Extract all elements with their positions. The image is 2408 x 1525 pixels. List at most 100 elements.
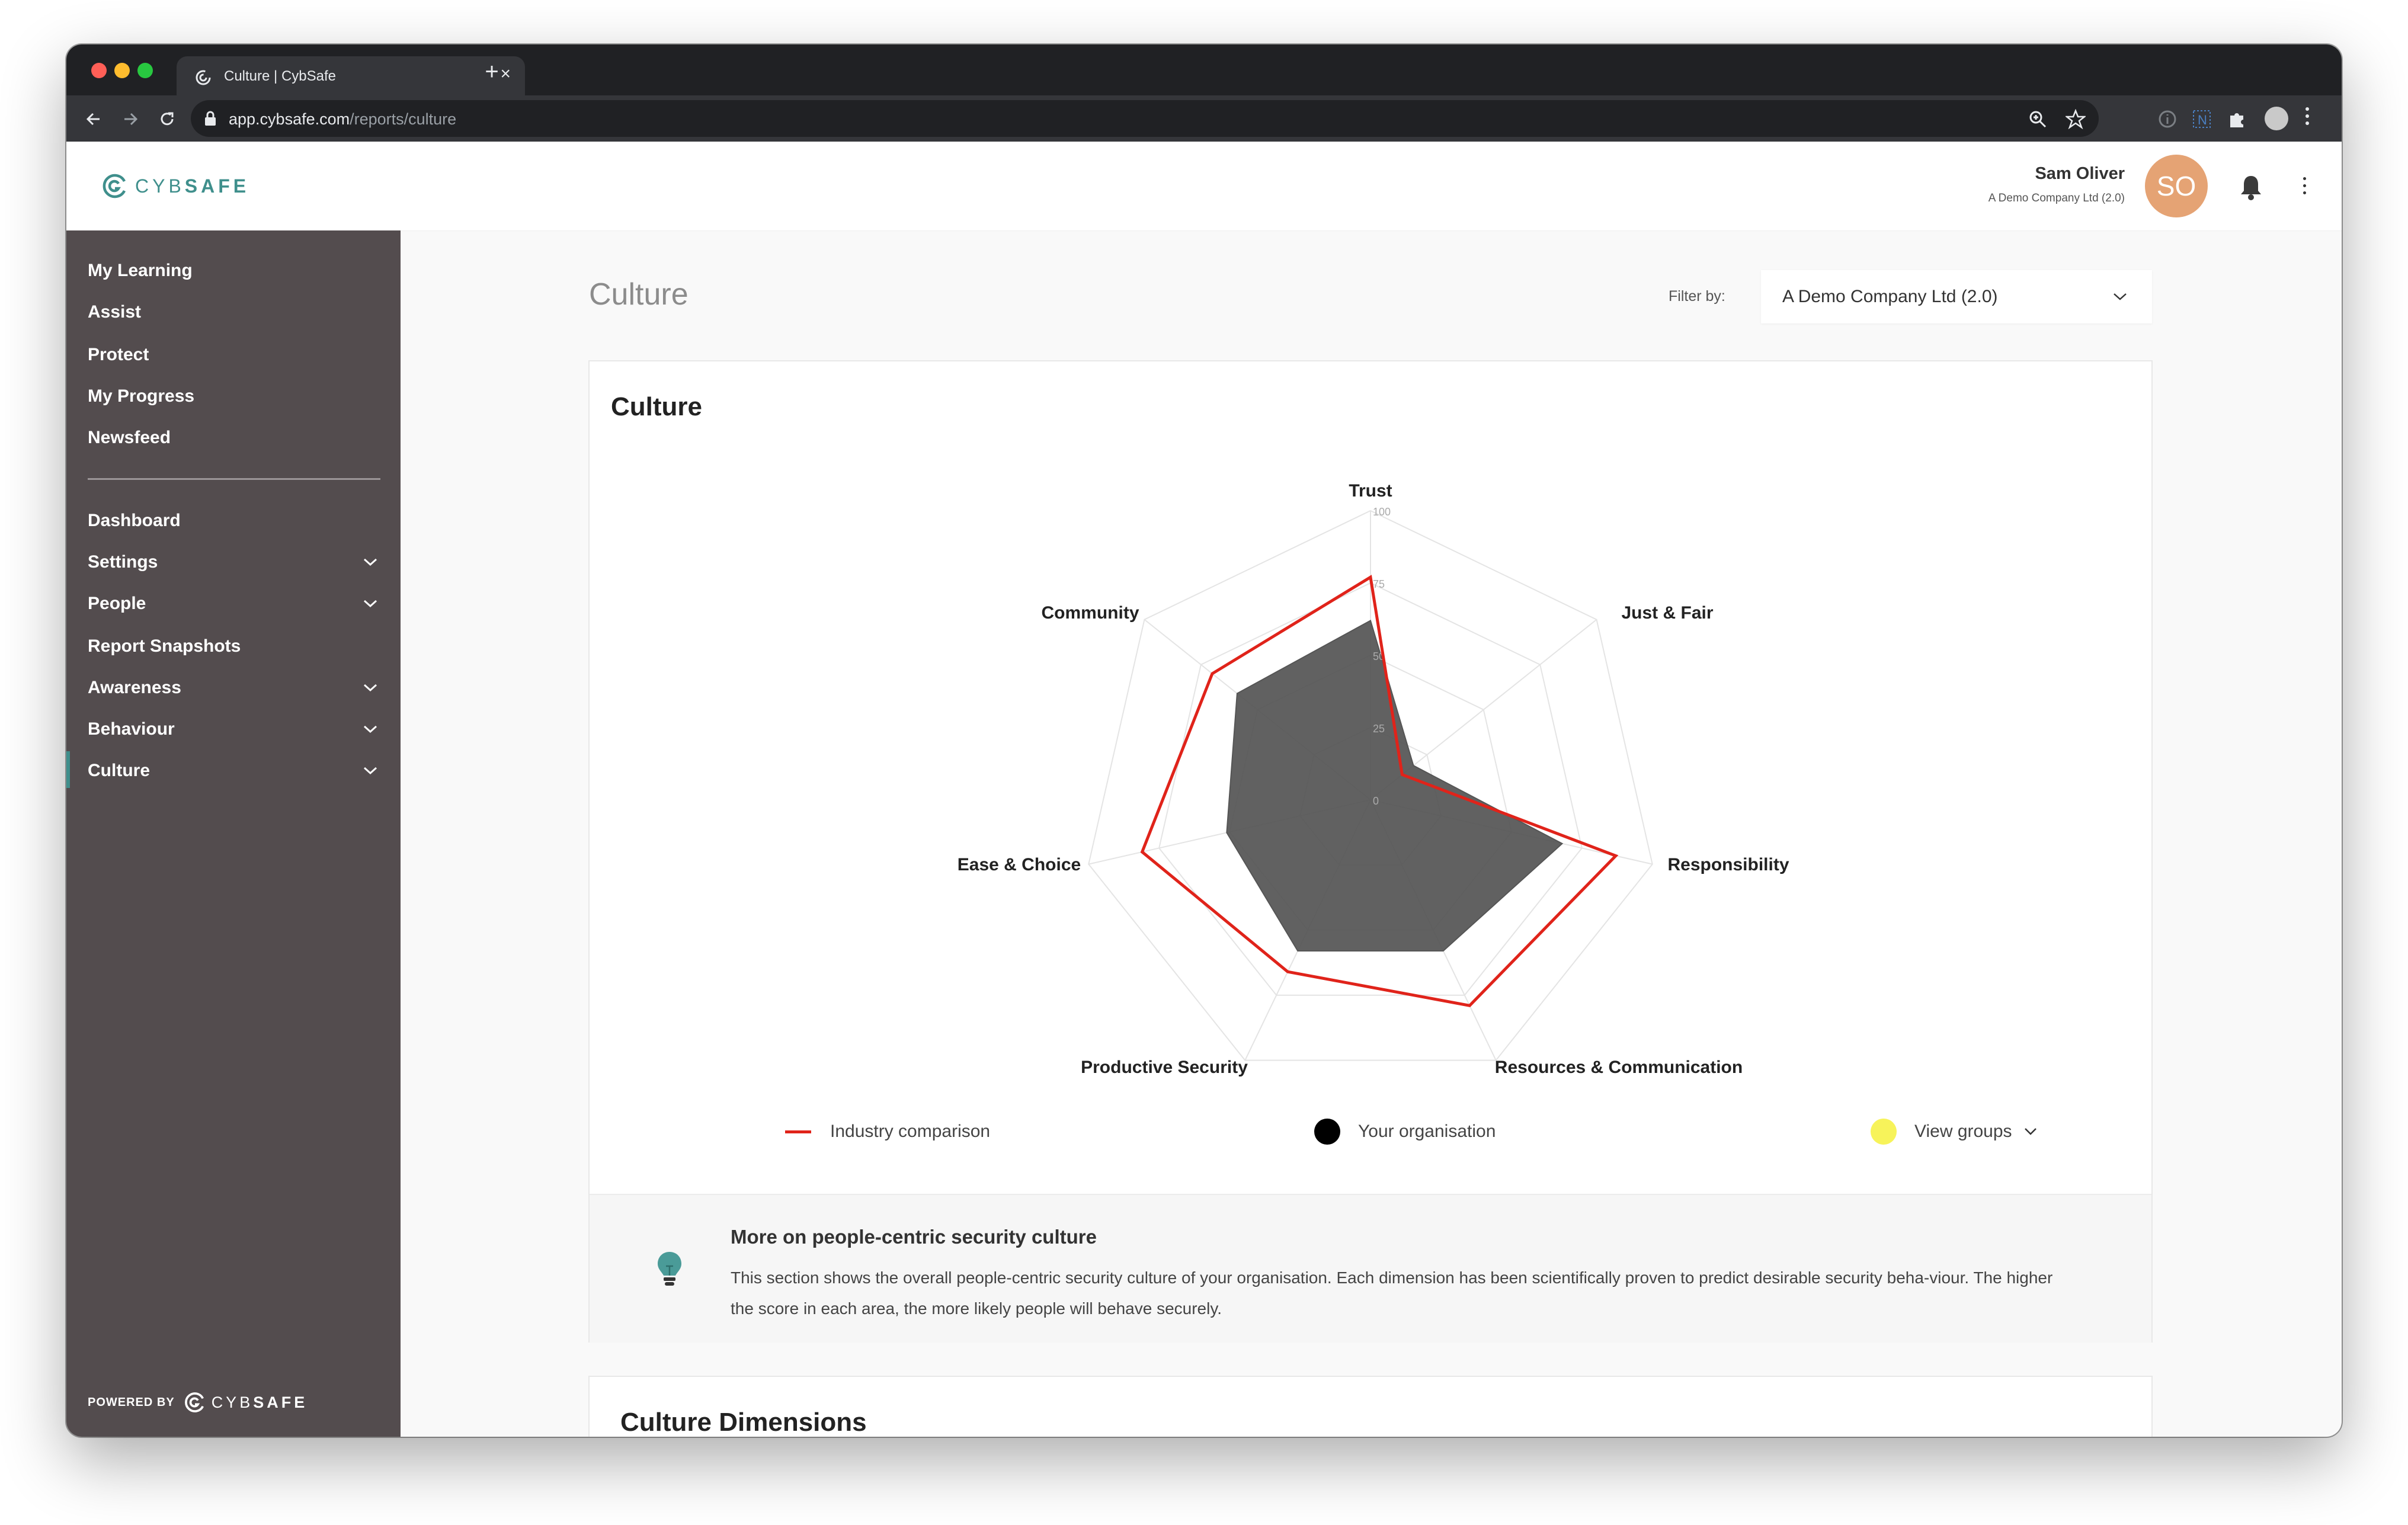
sidebar-item-label: My Progress bbox=[88, 386, 195, 406]
culture-chart-card: Culture 0 25 50 75 100 Trust Just & Fair Respon… bbox=[588, 360, 2153, 1343]
forward-icon[interactable] bbox=[120, 108, 141, 130]
page-title: Culture bbox=[589, 277, 689, 312]
cybsafe-logo[interactable]: CYBSAFE bbox=[101, 171, 249, 201]
window-maximize-button[interactable] bbox=[137, 63, 153, 78]
user-organisation: A Demo Company Ltd (2.0) bbox=[1988, 192, 2125, 204]
legend-industry-comparison[interactable]: Industry comparison bbox=[785, 1117, 990, 1146]
app-header: CYBSAFE Sam Oliver A Demo Company Ltd (2… bbox=[66, 142, 2342, 231]
radar-axis-label: Ease & Choice bbox=[958, 855, 1081, 874]
tab-close-icon[interactable]: × bbox=[500, 64, 511, 84]
notifications-bell-icon[interactable] bbox=[2239, 174, 2263, 201]
powered-logo-bold: SAFE bbox=[253, 1393, 308, 1411]
sidebar-item-label: Report Snapshots bbox=[88, 636, 241, 656]
sidebar-item-label: People bbox=[88, 594, 146, 613]
legend-your-organisation[interactable]: Your organisation bbox=[1314, 1117, 1496, 1146]
cybsafe-favicon-icon bbox=[196, 70, 211, 85]
legend-label: Industry comparison bbox=[830, 1122, 991, 1141]
window-minimize-button[interactable] bbox=[114, 63, 130, 78]
window-close-button[interactable] bbox=[91, 63, 107, 78]
back-icon[interactable] bbox=[83, 108, 104, 130]
chevron-down-icon bbox=[363, 767, 377, 775]
chevron-down-icon bbox=[2024, 1128, 2036, 1135]
sidebar-active-indicator bbox=[66, 751, 70, 788]
sidebar-item-awareness[interactable]: Awareness bbox=[88, 670, 384, 706]
reload-icon[interactable] bbox=[156, 108, 178, 130]
radar-axis-label: Community bbox=[1042, 603, 1139, 623]
legend-swatch-dot bbox=[1314, 1119, 1340, 1145]
info-box: More on people-centric security culture … bbox=[590, 1194, 2151, 1343]
series-industry-comparison bbox=[1140, 575, 1619, 1008]
legend-swatch-line bbox=[785, 1130, 811, 1133]
powered-by-label: POWERED BY bbox=[88, 1395, 175, 1409]
culture-dimensions-card: Culture Dimensions bbox=[588, 1376, 2153, 1437]
card-title: Culture bbox=[611, 392, 702, 421]
extension-info-icon[interactable] bbox=[2157, 108, 2178, 130]
lightbulb-icon bbox=[658, 1252, 681, 1286]
tab-title: Culture | CybSafe bbox=[224, 68, 336, 84]
radar-tick-label: 0 bbox=[1373, 795, 1379, 807]
extensions-puzzle-icon[interactable] bbox=[2227, 108, 2248, 130]
browser-tab[interactable]: Culture | CybSafe × bbox=[177, 56, 525, 95]
info-text: This section shows the overall people-ce… bbox=[731, 1268, 2053, 1318]
browser-toolbar: app.cybsafe.com/reports/culture N bbox=[66, 95, 2342, 142]
logo-text-light: CYB bbox=[135, 175, 185, 197]
powered-logo-light: CYB bbox=[211, 1393, 254, 1411]
cybsafe-logo-icon bbox=[103, 174, 126, 198]
sidebar-item-label: Culture bbox=[88, 761, 150, 780]
filter-select[interactable]: A Demo Company Ltd (2.0) bbox=[1761, 270, 2152, 323]
radar-axis-label: Productive Security bbox=[1081, 1058, 1248, 1077]
new-tab-icon[interactable]: + bbox=[485, 59, 499, 85]
sidebar-item-culture[interactable]: Culture bbox=[88, 753, 384, 789]
sidebar-item-my-progress[interactable]: My Progress bbox=[88, 379, 384, 414]
browser-menu-icon[interactable] bbox=[2304, 107, 2311, 130]
sidebar-item-assist[interactable]: Assist bbox=[88, 294, 384, 330]
radar-tick-label: 100 bbox=[1373, 506, 1391, 518]
address-bar[interactable]: app.cybsafe.com/reports/culture bbox=[191, 100, 2099, 137]
radar-axis-label: Just & Fair bbox=[1621, 603, 1713, 623]
sidebar-divider bbox=[88, 478, 380, 480]
zoom-icon[interactable] bbox=[2028, 109, 2048, 129]
sidebar-item-label: Newsfeed bbox=[88, 428, 171, 447]
legend-view-groups[interactable]: View groups bbox=[1871, 1117, 2037, 1146]
sidebar-item-protect[interactable]: Protect bbox=[88, 337, 384, 373]
sidebar-item-dashboard[interactable]: Dashboard bbox=[88, 503, 384, 539]
chevron-down-icon bbox=[2114, 293, 2127, 300]
sidebar-item-newsfeed[interactable]: Newsfeed bbox=[88, 420, 384, 456]
user-name: Sam Oliver bbox=[2035, 164, 2125, 183]
legend-label: Your organisation bbox=[1358, 1122, 1496, 1141]
browser-window: Culture | CybSafe × + app.cybsafe.com/re… bbox=[66, 44, 2342, 1437]
sidebar-item-label: Dashboard bbox=[88, 511, 181, 530]
filter-label: Filter by: bbox=[1669, 288, 1725, 305]
sidebar-item-label: Assist bbox=[88, 302, 142, 322]
sidebar-item-settings[interactable]: Settings bbox=[88, 544, 384, 580]
sidebar: My Learning Assist Protect My Progress N… bbox=[66, 230, 401, 1437]
tab-bar: Culture | CybSafe × + bbox=[66, 44, 2342, 95]
sidebar-item-label: My Learning bbox=[88, 261, 193, 280]
header-menu-icon[interactable] bbox=[2302, 177, 2307, 195]
radar-grid-ring bbox=[1158, 582, 1583, 996]
sidebar-item-my-learning[interactable]: My Learning bbox=[88, 253, 384, 289]
radar-tick-label: 75 bbox=[1373, 578, 1385, 590]
logo-text-bold: SAFE bbox=[184, 175, 250, 197]
sidebar-item-label: Behaviour bbox=[88, 719, 175, 739]
sidebar-item-report-snapshots[interactable]: Report Snapshots bbox=[88, 629, 384, 664]
bookmark-star-icon[interactable] bbox=[2066, 109, 2086, 129]
chevron-down-icon bbox=[363, 684, 377, 692]
sidebar-item-people[interactable]: People bbox=[88, 586, 384, 621]
browser-profile-avatar[interactable] bbox=[2265, 107, 2288, 130]
cybsafe-logo-icon bbox=[184, 1392, 204, 1412]
sidebar-item-label: Awareness bbox=[88, 678, 181, 697]
info-title: More on people-centric security culture bbox=[731, 1226, 1097, 1248]
powered-by-cybsafe: POWERED BY CYBSAFE bbox=[88, 1391, 308, 1414]
chevron-down-icon bbox=[363, 558, 377, 566]
sidebar-item-behaviour[interactable]: Behaviour bbox=[88, 712, 384, 747]
extension-n-icon[interactable]: N bbox=[2191, 108, 2212, 130]
radar-axis-label: Resources & Communication bbox=[1495, 1058, 1743, 1077]
card-title: Culture Dimensions bbox=[620, 1408, 867, 1437]
user-avatar[interactable]: SO bbox=[2145, 155, 2208, 217]
url-text: app.cybsafe.com/reports/culture bbox=[229, 110, 457, 128]
filter-selected-value: A Demo Company Ltd (2.0) bbox=[1782, 287, 1998, 306]
svg-text:N: N bbox=[2198, 113, 2207, 127]
legend-label: View groups bbox=[1914, 1122, 2012, 1141]
